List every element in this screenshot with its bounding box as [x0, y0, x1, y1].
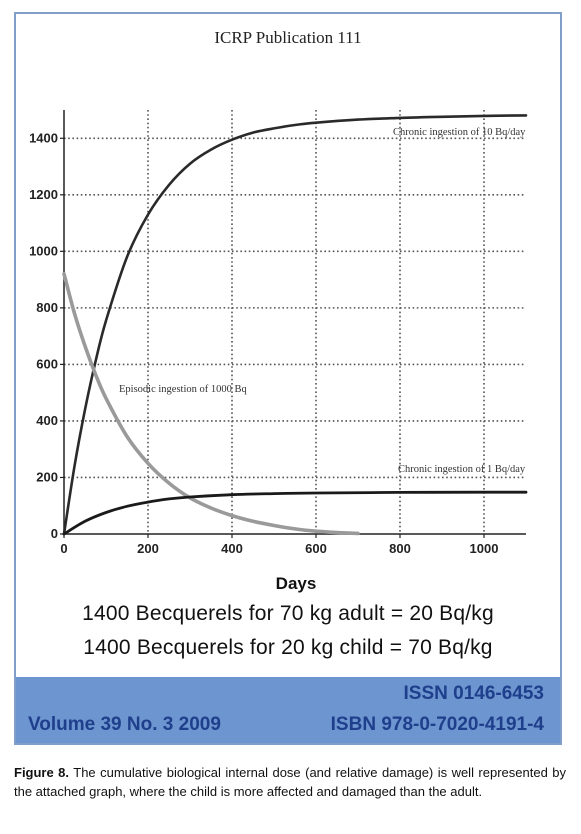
- caption-text: The cumulative biological internal dose …: [14, 765, 566, 799]
- y-tick-label: 0: [51, 526, 58, 541]
- isbn-text: ISBN 978-0-7020-4191-4: [330, 714, 544, 735]
- series-labels: Chronic ingestion of 10 Bq/day Episodic …: [119, 127, 526, 475]
- y-tick-label: 1400: [29, 130, 58, 145]
- x-tick-label: 0: [60, 541, 67, 556]
- child-dose-line: 1400 Becquerels for 20 kg child = 70 Bq/…: [83, 636, 493, 659]
- y-tick-label: 1200: [29, 187, 58, 202]
- tick-labels: 0 200 400 600 800 1000 1200 1400 0 200 400 600 800 10…: [29, 130, 498, 556]
- dose-chart: 0 200 400 600 800 1000 1200 1400 0 200 400 600 800 10…: [29, 110, 528, 593]
- chart-series: [62, 114, 528, 536]
- x-axis-title: Days: [276, 574, 317, 593]
- series-label-chronic-1: Chronic ingestion of 1 Bq/day: [398, 464, 526, 475]
- series-label-episodic: Episodic ingestion of 1000 Bq: [119, 384, 247, 395]
- publication-title: ICRP Publication 111: [214, 28, 362, 47]
- y-tick-label: 1000: [29, 243, 58, 258]
- cover-image: ICRP Publication 111 0 200 400 600 800 1000 12…: [14, 12, 562, 745]
- journal-info-band: ISSN 0146-6453 Volume 39 No. 3 2009 ISBN…: [16, 677, 560, 743]
- issn-text: ISSN 0146-6453: [403, 683, 545, 704]
- series-label-chronic-10: Chronic ingestion of 10 Bq/day: [393, 127, 526, 138]
- volume-text: Volume 39 No. 3 2009: [28, 714, 221, 735]
- series-line-chronic-10: [62, 114, 528, 536]
- series-line-chronic-1: [62, 490, 528, 536]
- figure-label: Figure 8.: [14, 765, 70, 780]
- figure-caption: Figure 8. The cumulative biological inte…: [14, 763, 566, 801]
- chart-axes: [63, 110, 526, 535]
- y-tick-label: 200: [36, 469, 58, 484]
- x-tick-label: 1000: [470, 541, 499, 556]
- y-tick-label: 400: [36, 413, 58, 428]
- x-tick-label: 800: [389, 541, 411, 556]
- x-tick-label: 600: [305, 541, 327, 556]
- y-tick-label: 800: [36, 300, 58, 315]
- adult-dose-line: 1400 Becquerels for 70 kg adult = 20 Bq/…: [82, 602, 494, 625]
- x-tick-label: 200: [137, 541, 159, 556]
- y-tick-label: 600: [36, 356, 58, 371]
- x-tick-label: 400: [221, 541, 243, 556]
